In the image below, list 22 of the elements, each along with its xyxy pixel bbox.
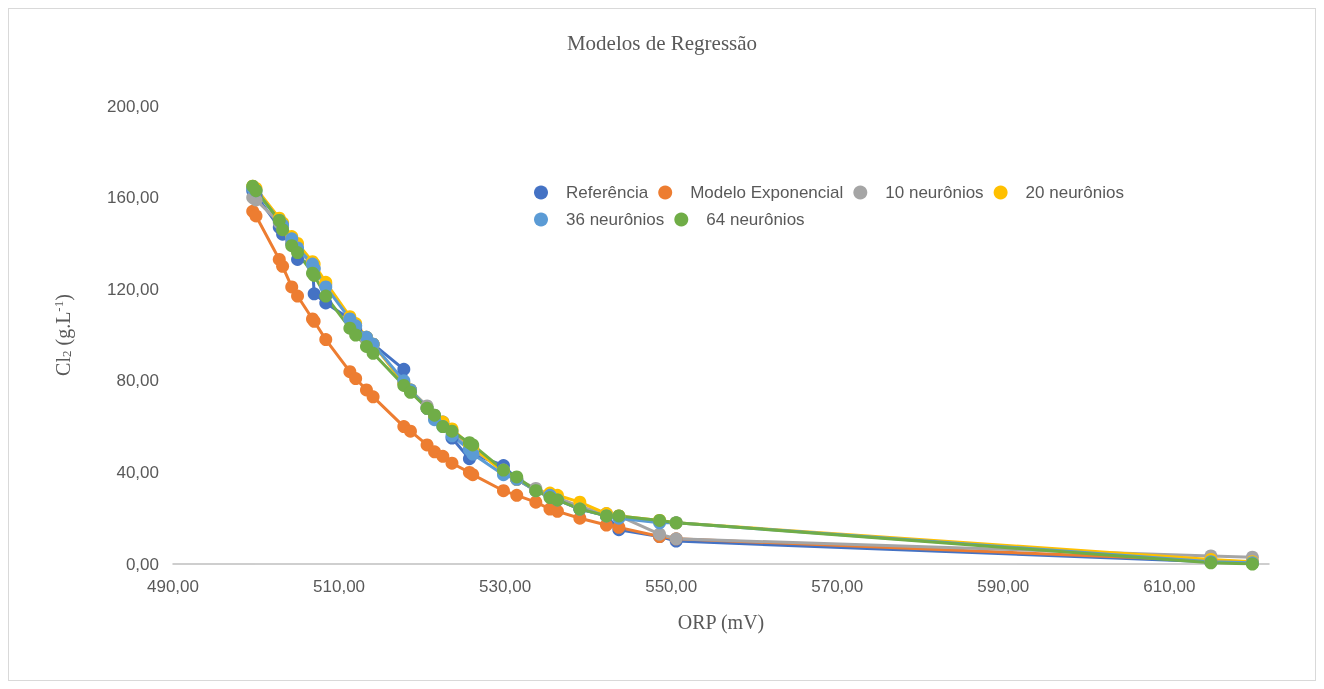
chart-title: Modelos de Regressão [566, 30, 758, 55]
y-tick-label: 0,00 [125, 554, 159, 574]
legend-label: 10 neurônios [885, 183, 984, 202]
y-tick-label: 40,00 [116, 462, 159, 482]
y-tick-label: 80,00 [116, 371, 159, 391]
legend-label: 20 neurônios [1025, 183, 1124, 202]
x-tick-label: 590,00 [977, 577, 1030, 596]
legend-label: 36 neurônios [566, 210, 665, 229]
x-tick-label: 490,00 [147, 577, 199, 596]
y-tick-label: 120,00 [107, 279, 159, 299]
x-tick-label: 610,00 [1143, 577, 1196, 596]
y-tick-label: 200,00 [107, 96, 159, 116]
x-tick-label: 570,00 [811, 577, 864, 596]
y-axis-title: Cl2 (g.L-1) [51, 294, 75, 376]
x-axis-title: ORP (mV) [677, 611, 765, 634]
x-tick-label: 510,00 [313, 577, 366, 596]
x-tick-label: 530,00 [479, 577, 532, 596]
legend-label: Modelo Exponencial [690, 183, 844, 202]
legend-label: Referência [566, 183, 649, 202]
x-tick-label: 550,00 [645, 577, 698, 596]
legend-label: 64 neurônios [706, 210, 805, 229]
y-tick-label: 160,00 [107, 188, 159, 208]
